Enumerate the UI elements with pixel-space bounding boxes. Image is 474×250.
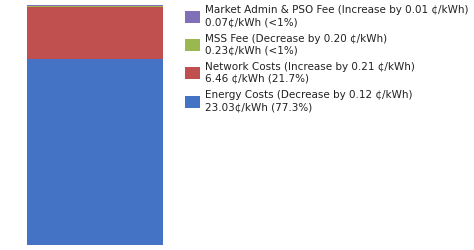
Bar (27, 6, 163, 8)
Legend: Market Admin & PSO Fee (Increase by 0.01 ¢/kWh)
0.07¢/kWh (<1%), MSS Fee (Decrea: Market Admin & PSO Fee (Increase by 0.01… (185, 5, 469, 112)
Bar (27, 5, 163, 6)
Bar (27, 60, 163, 245)
Bar (27, 8, 163, 60)
